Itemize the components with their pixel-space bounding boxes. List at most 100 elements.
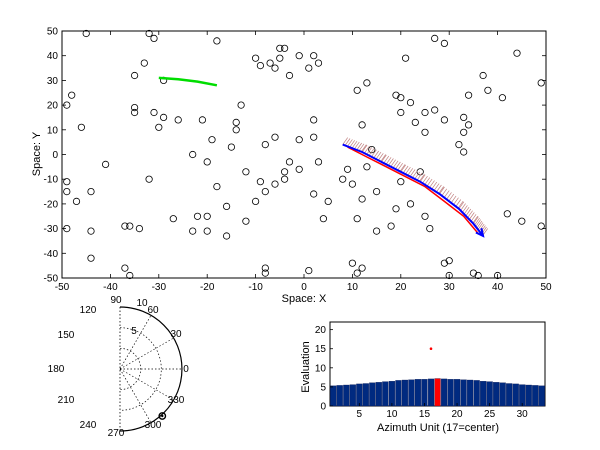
vector-hatch	[455, 199, 462, 207]
x-tick-label: 10	[347, 282, 359, 293]
scatter-circle	[324, 197, 332, 205]
bar	[336, 385, 343, 407]
scatter-circle	[310, 116, 318, 124]
bar	[519, 384, 526, 407]
bar-chart-point	[429, 347, 433, 351]
scatter-circle	[431, 34, 439, 43]
polar-grid	[119, 306, 183, 432]
y-tick-label: 10	[315, 363, 327, 374]
bar	[330, 385, 337, 407]
scatter-circle	[372, 188, 381, 196]
y-tick-label: 15	[315, 344, 327, 355]
bar	[447, 379, 454, 407]
bar	[395, 380, 402, 407]
vector-hatch	[429, 180, 435, 188]
scatter-plot: -50 -40 -30 -20 -10 0 10 20 30 40 50 -50-40-30-20-…	[31, 27, 552, 306]
x-tick-label: 15	[419, 409, 431, 420]
scatter-circle	[208, 136, 216, 144]
scatter-circle	[280, 44, 289, 52]
polar-spoke	[119, 368, 152, 423]
scatter-circle	[363, 79, 371, 87]
scatter-circle	[421, 108, 429, 117]
polar-angle-label: 0	[183, 364, 189, 375]
y-tick-label: 50	[47, 27, 59, 38]
x-tick-label: 5	[357, 409, 363, 420]
scatter-circle	[484, 86, 492, 94]
scatter-plot-area	[61, 30, 547, 279]
scatter-circle	[503, 210, 511, 218]
x-tick-label: 20	[451, 409, 463, 420]
vector-hatch	[344, 138, 351, 146]
scatter-circle	[232, 126, 240, 134]
vector-hatch	[436, 184, 442, 193]
bar	[525, 384, 532, 407]
y-tick-label: 5	[320, 382, 326, 393]
vector-hatch	[361, 144, 368, 153]
scatter-circle	[401, 54, 410, 62]
y-tick-label: -40	[44, 249, 59, 260]
vector-hatch	[414, 171, 420, 180]
scatter-circle	[392, 205, 400, 213]
bar	[388, 381, 396, 407]
y-tick-label: -50	[44, 274, 59, 285]
scatter-circle	[319, 215, 327, 223]
vector-hatch	[473, 216, 479, 224]
vector-hatch	[465, 208, 472, 217]
scatter-circle	[203, 227, 211, 235]
scatter-circle	[223, 232, 231, 240]
vector-hatch	[390, 159, 396, 167]
scatter-circle	[271, 64, 279, 72]
vector-hatch	[378, 153, 384, 161]
bar	[343, 384, 350, 407]
scatter-circle	[87, 227, 95, 235]
scatter-circle	[189, 227, 197, 235]
vector-hatch	[443, 190, 450, 198]
vector-hatch	[416, 172, 423, 181]
bar	[414, 379, 422, 407]
scatter-circle	[135, 225, 143, 233]
bar	[486, 381, 493, 407]
scatter-circle	[131, 71, 139, 80]
vector-hatch	[351, 140, 358, 149]
vector-hatch	[433, 183, 440, 191]
scatter-circle	[150, 108, 158, 117]
vector-hatch	[383, 155, 390, 164]
y-tick-label: 0	[320, 402, 326, 413]
vector-hatch	[399, 164, 406, 172]
scatter-circle	[348, 180, 356, 188]
polar-angle-label: 240	[80, 420, 97, 431]
vector-hatch	[470, 214, 477, 222]
y-tick-label: -30	[44, 224, 59, 235]
polar-angle-label: 210	[58, 395, 75, 406]
scatter-circle	[213, 183, 221, 191]
scatter-circle	[271, 133, 279, 141]
bar	[401, 379, 409, 407]
scatter-circle	[174, 116, 182, 124]
bar	[369, 382, 376, 407]
scatter-circle	[121, 222, 129, 230]
vector-hatch	[419, 174, 426, 182]
x-tick-label: 10	[386, 409, 398, 420]
scatter-circle	[87, 188, 95, 196]
vector-hatch	[419, 174, 425, 182]
bar	[356, 383, 363, 407]
scatter-circle	[295, 52, 303, 60]
scatter-circle	[68, 91, 76, 99]
scatter-circle	[493, 271, 502, 280]
vector-hatch	[366, 147, 372, 155]
scatter-circle	[126, 271, 134, 280]
x-tick-label: 25	[484, 409, 496, 420]
scatter-circle	[266, 59, 274, 67]
scatter-circle	[256, 178, 264, 186]
scatter-circle	[131, 108, 139, 117]
scatter-circle	[276, 54, 284, 62]
scatter-circle	[343, 165, 352, 173]
scatter-circle	[203, 212, 211, 220]
scatter-circle	[314, 59, 323, 67]
scatter-circle	[295, 165, 303, 173]
scatter-y-ticks: -50 -40 -30 -20 -10 0 10 20 30 40 50	[44, 27, 546, 285]
scatter-circle	[213, 37, 221, 45]
scatter-circle	[537, 222, 545, 230]
vector-hatch	[478, 223, 485, 232]
